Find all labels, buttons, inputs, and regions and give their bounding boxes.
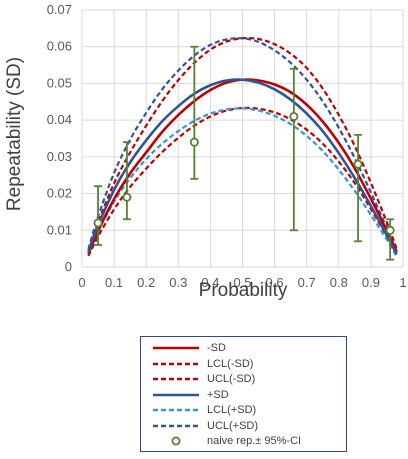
y-tick-label: 0.06 <box>47 39 72 54</box>
data-point <box>353 159 363 169</box>
y-tick-label: 0.07 <box>47 2 72 17</box>
legend-line-icon <box>153 408 199 412</box>
data-point <box>385 225 395 235</box>
y-tick-label: 0.05 <box>47 75 72 90</box>
x-tick-label: 0.2 <box>137 275 155 290</box>
series-line <box>87 78 398 255</box>
legend-label: LCL(-SD) <box>207 357 254 370</box>
x-tick-label: 0.1 <box>105 275 123 290</box>
data-point <box>122 192 132 202</box>
legend-item: UCL(+SD) <box>141 419 346 433</box>
legend-item: UCL(-SD) <box>141 372 346 386</box>
series-line <box>87 107 398 257</box>
data-points <box>93 45 395 261</box>
y-tick-label: 0.01 <box>47 222 72 237</box>
legend-label: -SD <box>207 342 226 354</box>
legend: -SD LCL(-SD) UCL(-SD) +SD LCL(+SD) UCL(+SD) na… <box>140 336 347 452</box>
x-tick-label: 0.5 <box>233 275 251 290</box>
legend-label: naive rep.± 95%-CI <box>207 435 302 447</box>
curves <box>87 36 398 257</box>
legend-line-icon <box>153 362 199 365</box>
y-tick-label: 0.02 <box>47 186 72 201</box>
grid-lines <box>81 9 404 268</box>
legend-item: LCL(-SD) <box>141 357 346 371</box>
legend-item: +SD <box>141 388 346 402</box>
chart-plot: 0 0.01 0.02 0.03 0.04 0.05 0.06 0.07 0 0.1 0.2 0.3… <box>4 2 407 301</box>
y-axis-label: Repeatability (SD) <box>4 57 25 211</box>
x-tick-labels: 0 0.1 0.2 0.3 0.4 0.5 0.6 0.7 0.8 0.9 1 <box>78 275 406 290</box>
legend-label: LCL(+SD) <box>207 404 257 416</box>
series-line <box>87 37 398 252</box>
x-tick-label: 0 <box>78 275 85 290</box>
x-tick-label: 0.4 <box>201 275 219 290</box>
legend-line-icon <box>153 346 199 350</box>
series-line <box>87 106 398 257</box>
x-tick-label: 0.3 <box>169 275 187 290</box>
x-axis-label: Probability <box>199 280 288 301</box>
legend-label: UCL(-SD) <box>207 373 256 385</box>
data-point <box>93 218 103 228</box>
y-tick-label: 0.03 <box>47 149 72 164</box>
x-tick-label: 0.9 <box>362 275 380 290</box>
x-tick-label: 1 <box>399 275 406 290</box>
data-point <box>189 137 199 147</box>
x-tick-label: 0.6 <box>266 275 284 290</box>
legend-label: +SD <box>207 388 229 401</box>
y-tick-label: 0 <box>65 259 72 274</box>
legend-item: LCL(+SD) <box>141 403 346 417</box>
y-tick-labels: 0 0.01 0.02 0.03 0.04 0.05 0.06 0.07 <box>47 2 72 274</box>
legend-label: UCL(+SD) <box>207 419 259 432</box>
data-point <box>289 111 299 121</box>
x-tick-label: 0.8 <box>330 275 348 290</box>
y-tick-label: 0.04 <box>47 112 72 127</box>
legend-marker-icon <box>171 436 181 446</box>
legend-line-icon <box>153 377 199 381</box>
legend-item: -SD <box>141 341 346 355</box>
legend-item: naive rep.± 95%-CI <box>141 434 346 448</box>
x-tick-label: 0.7 <box>298 275 316 290</box>
legend-line-icon <box>153 424 199 427</box>
legend-line-icon <box>153 393 199 396</box>
